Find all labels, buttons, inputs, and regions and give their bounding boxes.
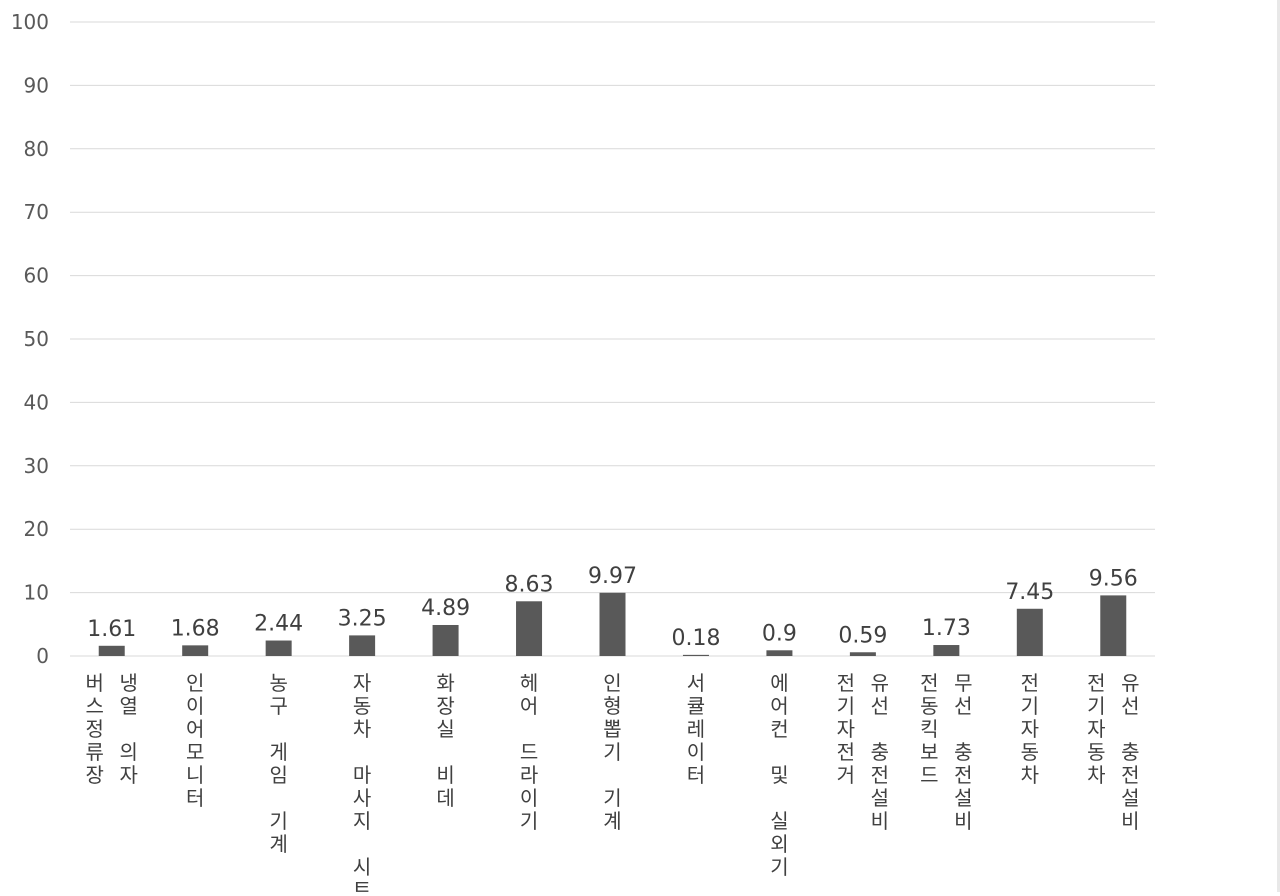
y-tick-label: 70 <box>24 200 49 224</box>
y-tick-label: 60 <box>24 264 49 288</box>
y-tick-label: 10 <box>24 581 49 605</box>
bar <box>182 645 209 656</box>
data-label: 0.9 <box>762 621 797 646</box>
gridlines <box>70 21 1155 657</box>
bar <box>766 650 793 656</box>
y-axis-tick-labels: 0 10 20 30 40 50 60 70 80 90 100 <box>11 10 49 668</box>
bar <box>349 635 376 656</box>
y-tick-label: 20 <box>24 517 49 541</box>
data-label: 9.56 <box>1089 566 1138 591</box>
data-label: 8.63 <box>505 572 554 597</box>
data-label: 9.97 <box>588 564 637 589</box>
bar <box>265 640 292 656</box>
data-labels: 1.61 1.68 2.44 3.25 4.89 8.63 9.97 0.18 0.9 0.59 1… <box>87 564 1138 651</box>
data-label: 0.59 <box>838 623 887 648</box>
y-tick-label: 40 <box>24 390 49 414</box>
y-tick-label: 50 <box>24 327 49 351</box>
y-tick-label: 30 <box>24 454 49 478</box>
y-tick-label: 100 <box>11 10 49 34</box>
bar <box>682 654 709 656</box>
bar <box>432 624 459 656</box>
bar <box>516 601 543 656</box>
bar <box>933 645 960 656</box>
data-label: 7.45 <box>1005 580 1054 605</box>
bar <box>1100 595 1127 656</box>
data-label: 1.73 <box>922 616 971 641</box>
y-tick-label: 0 <box>36 644 49 668</box>
bars <box>98 592 1127 656</box>
bar <box>1016 608 1043 656</box>
data-label: 4.89 <box>421 596 470 621</box>
data-label: 3.25 <box>338 606 387 631</box>
bar <box>599 592 626 656</box>
data-label: 1.61 <box>87 617 136 642</box>
y-tick-label: 90 <box>24 73 49 97</box>
data-label: 1.68 <box>171 616 220 641</box>
y-tick-label: 80 <box>24 137 49 161</box>
bar <box>849 652 876 656</box>
bar <box>98 645 125 656</box>
data-label: 2.44 <box>254 612 303 637</box>
scroll-edge <box>1277 0 1280 892</box>
data-label: 0.18 <box>671 626 720 651</box>
